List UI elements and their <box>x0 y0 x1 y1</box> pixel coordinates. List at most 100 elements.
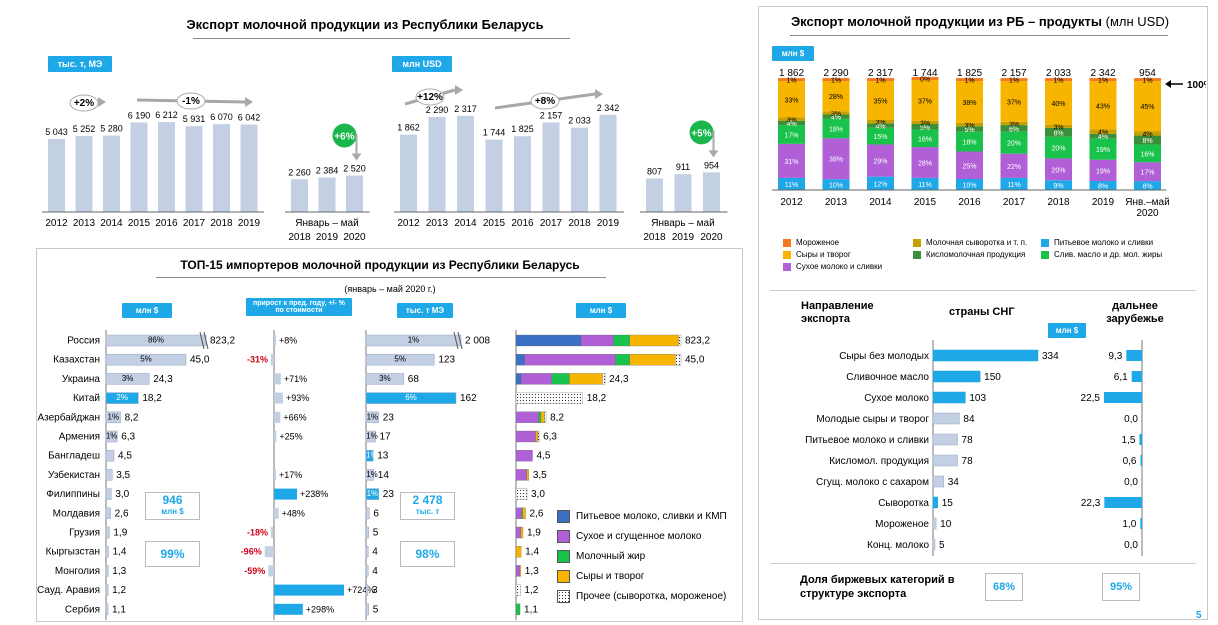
growth-value-label: -59% <box>244 566 265 576</box>
footer-cis-box: 68% <box>985 573 1023 601</box>
segment-label: 0% <box>920 77 930 84</box>
direction-footer-label: Доля биржевых категорий в структуре эксп… <box>800 574 955 600</box>
legend-item: Мороженое <box>783 238 913 247</box>
growth-bar <box>274 469 276 481</box>
tonnes-bar <box>365 353 435 366</box>
structure-segment <box>675 354 682 366</box>
growth-bar <box>264 546 274 558</box>
products-legend: Мороженое Молочная сыворотка и т. п. Питье… <box>783 238 1183 271</box>
cis-bar <box>932 538 936 551</box>
bar <box>291 179 308 212</box>
segment-label: 16% <box>1140 151 1154 158</box>
legend-item: Молочный жир <box>557 546 737 566</box>
stack-segment <box>911 120 939 124</box>
bar-value-label: 2 290 <box>426 105 449 115</box>
structure-segment <box>678 334 682 347</box>
slide-number: 5 <box>1196 610 1202 621</box>
stack-segment <box>1089 129 1117 134</box>
usd-value-label: 2,6 <box>115 508 129 519</box>
tonnes-value-label: 17 <box>379 432 391 443</box>
total-usd-box: 946 млн $ <box>145 492 200 520</box>
structure-segment <box>515 488 528 500</box>
growth-value-label: +66% <box>283 412 306 422</box>
country-label: Филиппины <box>46 489 100 500</box>
bar <box>646 178 663 212</box>
segment-label: 3% <box>964 123 974 130</box>
tonnes-share-label: 1% <box>366 432 378 441</box>
usd-value-label: 24,3 <box>153 374 173 385</box>
tonnes-bar <box>365 584 369 596</box>
usd-value-label: 8,2 <box>125 412 139 423</box>
tonnes-value-label: 4 <box>372 547 378 558</box>
usd-value-label: 1,2 <box>112 585 126 596</box>
bar-value-label: 2 033 <box>568 116 591 126</box>
x-tick-label: 2018 <box>1047 197 1070 208</box>
stack-segment <box>867 127 894 145</box>
tonnes-value-label: 14 <box>378 470 390 481</box>
stack-segment <box>1000 177 1028 190</box>
bar-value-label: 2 520 <box>343 164 366 174</box>
tonnes-bar <box>365 449 374 462</box>
usd-bar <box>105 392 139 404</box>
bar <box>318 177 336 212</box>
stack-segment <box>956 126 983 132</box>
stack-segment <box>778 143 805 178</box>
bar <box>514 136 531 212</box>
cis-bar <box>932 370 981 383</box>
structure-segment <box>515 450 533 462</box>
legend-swatch <box>557 529 570 543</box>
segment-label: 11% <box>785 182 799 189</box>
cis-value-label: 78 <box>962 435 974 446</box>
x-tick-label: 2019 <box>1092 197 1115 208</box>
legend-label: Молочная сыворотка и т. п. <box>926 238 1028 247</box>
usd-value-label: 1,1 <box>112 604 126 615</box>
x-tick-label: 2013 <box>73 218 96 229</box>
country-label: Кыргызстан <box>46 547 100 558</box>
bar <box>457 115 474 212</box>
segment-label: 37% <box>1007 99 1021 106</box>
segment-label: 1% <box>786 78 796 85</box>
stack-segment <box>867 81 894 120</box>
x-tick-label: 2016 <box>155 218 178 229</box>
far-value-label: 22,5 <box>1081 393 1101 404</box>
segment-label: 20% <box>1051 167 1065 174</box>
segment-label: 8% <box>1142 138 1152 145</box>
growth-bubble <box>689 120 714 145</box>
direction-row-label: Кисломол. продукция <box>829 456 929 467</box>
growth-bar <box>271 527 273 538</box>
direction-col2: страны СНГ <box>949 306 1015 318</box>
growth-value-label: -18% <box>247 528 268 538</box>
segment-label: 1% <box>964 78 974 85</box>
segment-label: 4% <box>1098 130 1108 137</box>
usd-value-label: 3,5 <box>116 470 130 481</box>
tonnes-bar <box>365 488 380 500</box>
axis-break <box>457 331 463 350</box>
cis-value-label: 78 <box>962 456 974 467</box>
direction-row-label: Сыворотка <box>878 498 929 509</box>
segment-label: 16% <box>918 136 932 143</box>
structure-segment <box>515 430 536 443</box>
stack-segment <box>1134 131 1161 136</box>
structure-segment <box>515 392 583 404</box>
far-value-label: 22,3 <box>1081 498 1101 509</box>
structure-segment <box>515 546 522 558</box>
structure-segment <box>580 334 614 347</box>
structure-segment <box>629 334 679 347</box>
segment-label: 20% <box>1007 141 1021 148</box>
axis-break <box>453 331 459 350</box>
stack-segment <box>822 114 850 119</box>
stack-segment <box>1134 135 1161 145</box>
tonnes-bar <box>365 334 462 347</box>
structure-value-label: 1,1 <box>524 604 538 615</box>
bar <box>542 122 560 212</box>
far-value-label: 6,1 <box>1114 372 1128 383</box>
legend-label: Мороженое <box>796 238 840 247</box>
structure-segment <box>515 334 582 347</box>
products-title-underline <box>790 35 1168 36</box>
bar-value-label: 2 384 <box>316 165 339 175</box>
cis-value-label: 34 <box>948 477 960 488</box>
cis-value-label: 84 <box>963 414 975 425</box>
far-value-label: 0,6 <box>1123 456 1137 467</box>
stack-segment <box>867 78 894 82</box>
growth-value-label: +298% <box>306 604 334 614</box>
